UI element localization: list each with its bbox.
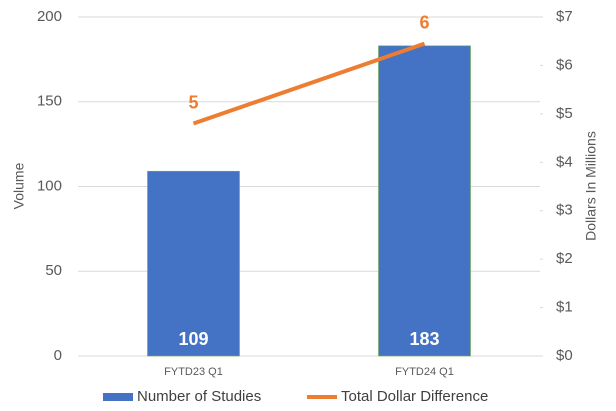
y2-tick-label: $7 (556, 8, 573, 25)
line-value-label: 6 (419, 12, 429, 32)
bar-value-label: 109 (178, 329, 208, 349)
bar (147, 170, 240, 357)
x-tick-label: FYTD24 Q1 (395, 366, 454, 378)
y2-tick-label: $6 (556, 56, 573, 73)
y-tick-label: 0 (54, 347, 62, 364)
y-tick-label: 150 (37, 93, 62, 110)
y2-tick-label: $2 (556, 250, 573, 267)
legend-label: Total Dollar Difference (341, 388, 488, 405)
y2-axis-label: Dollars In Millions (583, 131, 599, 241)
legend-swatch (103, 393, 133, 401)
y2-tick-label: $1 (556, 299, 573, 316)
y2-tick-label: $5 (556, 105, 573, 122)
y-tick-label: 100 (37, 177, 62, 194)
line (192, 41, 426, 126)
y-axis-label: Volume (11, 162, 27, 209)
bar (378, 45, 471, 357)
line-value-label: 5 (188, 92, 198, 112)
y-tick-label: 50 (45, 262, 62, 279)
y2-tick-label: $3 (556, 202, 573, 219)
y2-tick-label: $0 (556, 347, 573, 364)
bar-value-label: 183 (409, 329, 439, 349)
y-tick-label: 200 (37, 8, 62, 25)
y2-tick-label: $4 (556, 153, 573, 170)
x-tick-label: FYTD23 Q1 (164, 366, 223, 378)
legend-label: Number of Studies (137, 388, 261, 405)
